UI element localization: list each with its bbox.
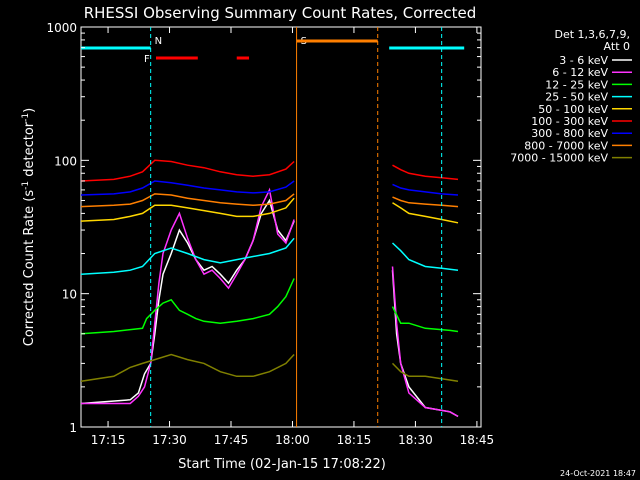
x-tick-label: 18:30 bbox=[398, 433, 433, 447]
series-line-8 bbox=[80, 353, 459, 383]
plot-frame bbox=[80, 26, 482, 428]
series-line-3 bbox=[80, 237, 459, 275]
chart-title: RHESSI Observing Summary Count Rates, Co… bbox=[84, 4, 477, 22]
series-line-4 bbox=[80, 197, 459, 224]
series-line-1 bbox=[81, 187, 459, 418]
y-tick-label: 1000 bbox=[46, 21, 77, 35]
legend-label: 100 - 300 keV bbox=[531, 115, 608, 128]
legend-header: Att 0 bbox=[604, 40, 630, 53]
night-marker-label: N bbox=[155, 36, 162, 47]
legend-label: 3 - 6 keV bbox=[559, 54, 608, 67]
legend-label: 6 - 12 keV bbox=[552, 66, 608, 79]
series-layer bbox=[80, 159, 459, 418]
x-tick-label: 18:15 bbox=[337, 433, 372, 447]
y-tick-label: 10 bbox=[62, 288, 77, 302]
legend-label: 50 - 100 keV bbox=[538, 103, 608, 116]
series-line-5 bbox=[80, 159, 459, 182]
series-line-6 bbox=[80, 180, 459, 196]
axis-layer: 17:15 17:30 17:45 18:00 18:15 18:30 18:45 1 10 10… bbox=[46, 21, 494, 447]
legend-label: 12 - 25 keV bbox=[545, 78, 608, 91]
legend-header: Det 1,3,6,7,9, bbox=[554, 28, 630, 41]
legend-label: 300 - 800 keV bbox=[531, 127, 608, 140]
flare-marker-label: F bbox=[144, 54, 150, 65]
x-tick-label: 18:00 bbox=[275, 433, 310, 447]
x-tick-label: 17:15 bbox=[91, 433, 126, 447]
x-tick-label: 17:30 bbox=[152, 433, 187, 447]
timestamp: 24-Oct-2021 18:47 bbox=[560, 469, 636, 478]
legend-label: 800 - 7000 keV bbox=[524, 139, 608, 152]
series-line-7 bbox=[80, 193, 459, 208]
x-axis-label: Start Time (02-Jan-15 17:08:22) bbox=[178, 457, 386, 472]
legend-label: 25 - 50 keV bbox=[545, 91, 608, 104]
y-tick-label: 1 bbox=[69, 421, 77, 435]
series-line-2 bbox=[80, 278, 459, 335]
marker-layer: NSF bbox=[81, 27, 465, 427]
y-tick-label: 100 bbox=[54, 154, 77, 168]
legend-label: 7000 - 15000 keV bbox=[510, 152, 608, 165]
x-tick-label: 18:45 bbox=[460, 433, 495, 447]
x-tick-label: 17:45 bbox=[214, 433, 249, 447]
y-axis-label: Corrected Count Rate (s-1 detector-1) bbox=[21, 108, 37, 346]
